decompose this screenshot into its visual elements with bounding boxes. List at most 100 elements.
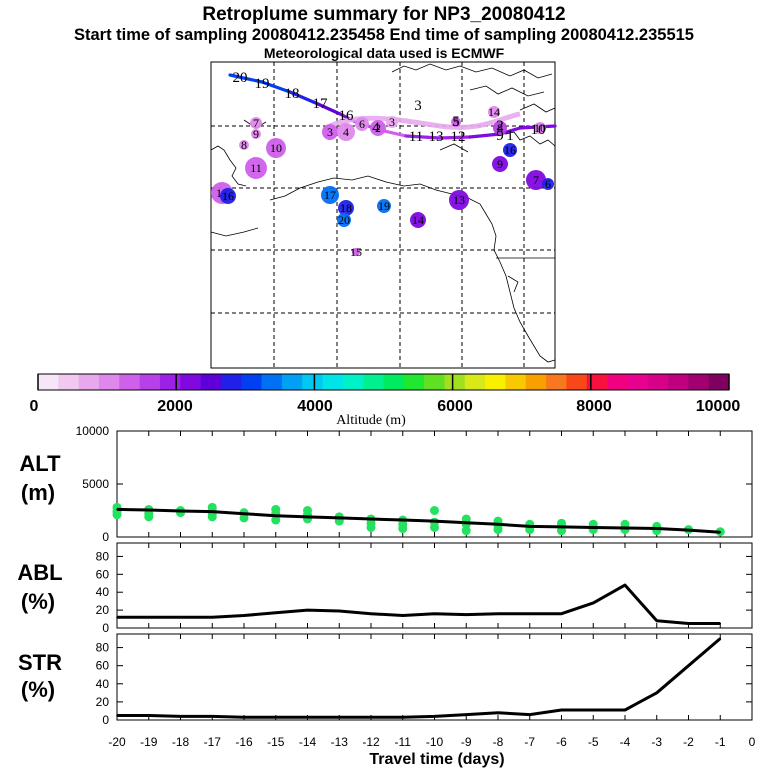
y-tick-label: 60	[96, 659, 110, 673]
series-point	[211, 616, 214, 619]
y-tick-label: 0	[102, 621, 109, 635]
series-point	[687, 622, 690, 625]
colorbar-swatch	[688, 374, 709, 390]
series-point	[274, 611, 277, 614]
cluster-marker	[542, 178, 554, 190]
cluster-label: 3	[327, 125, 333, 139]
trajectory-day-label: 12	[451, 129, 466, 145]
series-point	[433, 520, 436, 522]
series-point	[497, 711, 499, 714]
colorbar-swatch	[180, 374, 201, 390]
alt-scatter-point	[430, 506, 439, 515]
panel-frame	[116, 633, 753, 721]
trajectory-day-label: 11	[409, 129, 423, 145]
series-point	[592, 709, 595, 711]
cluster-marker	[352, 248, 360, 256]
cluster-label: 18	[340, 201, 352, 215]
y-tick-label: 80	[96, 641, 110, 655]
panel-ylabel: ALT	[19, 451, 61, 476]
trajectory-and-clusters: 7981011121617182019141315346231458169761…	[211, 70, 557, 259]
x-tick-label: -11	[395, 735, 412, 749]
x-tick-label: -14	[299, 735, 317, 749]
x-tick-label: -1	[715, 735, 726, 749]
cluster-marker	[488, 106, 500, 118]
colorbar-tick-label: 4000	[297, 398, 333, 415]
x-tick-label: -17	[204, 735, 222, 749]
cluster-marker	[251, 129, 261, 139]
series-point	[433, 612, 436, 615]
colorbar-tick-label: 8000	[576, 398, 612, 415]
series-point	[274, 515, 277, 517]
colorbar-swatch	[363, 374, 384, 390]
y-tick-label: 40	[96, 585, 110, 599]
cluster-marker	[451, 117, 461, 127]
colorbar-swatch	[607, 374, 628, 390]
colorbar-swatch	[444, 374, 466, 390]
y-tick-label: 5000	[82, 477, 109, 491]
series-point	[655, 527, 658, 530]
cluster-marker	[410, 212, 426, 228]
x-tick-label: 0	[749, 735, 756, 749]
cluster-label: 10	[534, 121, 546, 135]
alt-scatter-point	[207, 512, 217, 522]
cluster-marker	[250, 117, 262, 129]
series-point	[274, 716, 277, 719]
cluster-marker	[337, 123, 355, 141]
colorbar-swatch	[464, 374, 486, 390]
series-line-str	[117, 637, 722, 719]
series-point	[179, 616, 182, 619]
trajectory-day-label: 19	[255, 76, 270, 92]
y-tick-label: 0	[102, 530, 109, 544]
colorbar-tick-label: 10000	[696, 398, 741, 415]
cluster-marker	[492, 156, 508, 172]
series-point	[306, 516, 309, 518]
trajectory-day-label: 17	[313, 96, 329, 112]
met-data-note: Meteorological data used is ECMWF	[263, 45, 505, 61]
series-point	[528, 525, 531, 528]
cluster-marker	[377, 199, 391, 213]
cluster-marker	[449, 190, 469, 210]
series-point	[560, 526, 563, 528]
cluster-label: 3	[389, 115, 395, 129]
alt-scatter-point	[430, 522, 439, 532]
colorbar-swatch	[38, 374, 59, 390]
cluster-label: 7	[533, 173, 539, 187]
series-point	[211, 510, 214, 513]
series-point	[655, 620, 658, 622]
colorbar-swatch	[241, 374, 262, 390]
series-point	[465, 521, 468, 524]
series-point	[687, 529, 690, 531]
series-point	[243, 716, 245, 719]
series-line-abl	[117, 583, 721, 625]
cluster-label: 8	[497, 121, 503, 135]
series-point	[719, 637, 722, 640]
trajectory-day-label: 20	[233, 70, 248, 86]
x-tick-label: -20	[108, 735, 126, 749]
cluster-label: 16	[222, 189, 234, 203]
series-point	[401, 716, 404, 719]
colorbar-swatch	[98, 374, 120, 390]
series-point	[560, 709, 563, 711]
series-point	[179, 510, 182, 512]
colorbar-swatch	[668, 374, 689, 390]
series-point	[719, 531, 722, 534]
cluster-label: 11	[250, 161, 262, 175]
panel-ylabel: STR	[18, 650, 62, 675]
trajectory-day-label: 2	[496, 118, 504, 134]
x-tick-label: -3	[651, 735, 662, 749]
series-point	[528, 713, 531, 716]
map-frame	[210, 61, 556, 369]
colorbar-swatch	[139, 374, 161, 390]
y-tick-label: 10000	[76, 424, 110, 438]
alt-scatter-point	[620, 525, 630, 535]
y-tick-label: 80	[96, 549, 110, 563]
trajectory-day-label: 3	[414, 98, 422, 114]
panel-ylabel: ABL	[17, 560, 62, 585]
series-point	[687, 664, 690, 667]
panel-ylabel-unit: (m)	[21, 480, 55, 505]
x-tick-label: -2	[683, 735, 694, 749]
trajectory-segment	[288, 90, 320, 106]
x-tick-label: -18	[172, 735, 190, 749]
colorbar-swatch	[525, 374, 547, 390]
